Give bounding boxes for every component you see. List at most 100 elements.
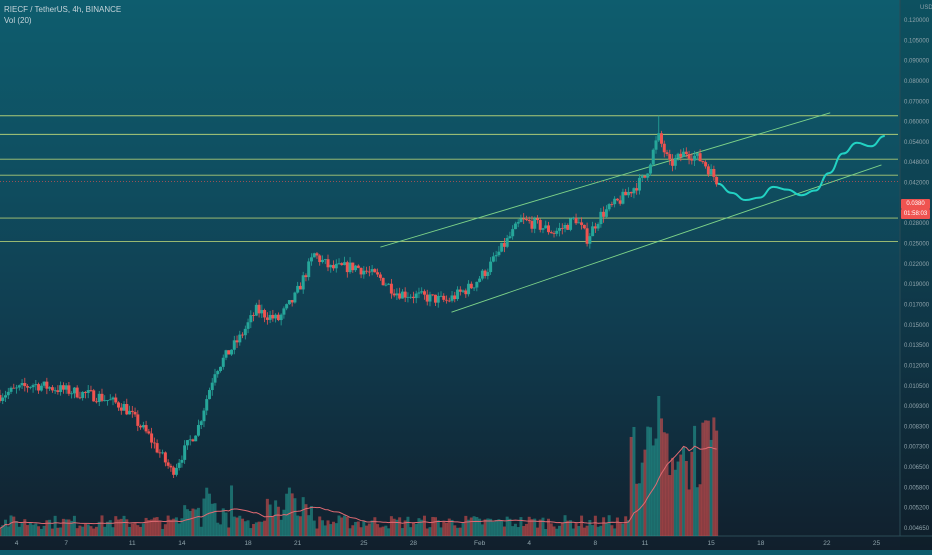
time-tick-label: 4 <box>15 540 19 547</box>
volume-bar <box>94 526 98 536</box>
volume-bar <box>56 527 60 536</box>
candle-up-body <box>450 295 454 301</box>
candle-down-body <box>698 153 702 162</box>
candle-up-body <box>301 275 305 290</box>
candle-up-body <box>216 371 220 375</box>
candle-up-body <box>274 314 278 319</box>
volume-bar <box>34 523 38 536</box>
candle-up-body <box>323 259 327 260</box>
volume-bar <box>282 509 286 536</box>
volume-bar <box>524 523 528 536</box>
candle-down-body <box>117 402 121 408</box>
candle-down-body <box>398 293 402 299</box>
volume-bar <box>320 520 324 536</box>
price-tick-label: 0.017000 <box>904 302 930 308</box>
candle-up-body <box>177 462 181 468</box>
candle-down-body <box>618 200 622 204</box>
candle-up-body <box>213 374 217 383</box>
volume-bar <box>651 445 655 536</box>
volume-bar <box>6 526 10 536</box>
candle-up-body <box>249 315 253 323</box>
volume-bar <box>128 526 132 536</box>
candle-down-body <box>144 425 148 432</box>
candle-down-body <box>367 271 371 273</box>
volume-bar <box>571 528 575 536</box>
volume-bar <box>671 457 675 536</box>
time-tick-label: Feb <box>474 540 486 547</box>
volume-bar <box>456 527 460 536</box>
volume-bar <box>230 485 234 536</box>
volume-bar <box>122 515 126 536</box>
candle-up-body <box>646 173 650 178</box>
candle-down-body <box>560 228 564 229</box>
candle-up-body <box>279 314 283 321</box>
volume-bar <box>235 517 239 536</box>
volume-bar <box>111 527 115 536</box>
candle-up-body <box>682 151 686 157</box>
candle-up-body <box>293 292 297 303</box>
candle-up-body <box>406 297 410 298</box>
candle-up-body <box>541 228 545 230</box>
candle-up-body <box>219 366 223 372</box>
candle-up-body <box>20 383 24 386</box>
volume-bar <box>624 516 628 536</box>
volume-bar <box>139 526 143 536</box>
volume-bar <box>450 519 454 536</box>
volume-bar <box>558 525 562 536</box>
volume-bar <box>618 523 622 536</box>
candle-down-body <box>119 407 123 411</box>
volume-bar <box>648 427 652 536</box>
price-tick-label: 0.070000 <box>904 99 930 105</box>
volume-bar <box>475 517 479 536</box>
forecast-path <box>717 135 885 202</box>
volume-bar <box>392 518 396 536</box>
volume-bar <box>105 521 109 536</box>
volume-bar <box>213 503 217 536</box>
volume-bar <box>604 523 608 536</box>
volume-bar <box>155 517 159 536</box>
candle-up-body <box>17 385 21 388</box>
time-tick-label: 18 <box>757 540 765 547</box>
volume-bar <box>125 519 129 536</box>
candle-down-body <box>45 381 49 389</box>
candle-down-body <box>23 383 27 387</box>
candle-up-body <box>569 218 573 230</box>
candle-down-body <box>155 443 159 453</box>
candle-down-body <box>56 390 60 392</box>
volume-bar <box>367 523 371 536</box>
volume-bar <box>340 517 344 536</box>
volume-bar <box>635 483 639 536</box>
candle-down-body <box>139 425 143 428</box>
volume-bar <box>439 527 443 536</box>
volume-bar <box>400 528 404 536</box>
volume-bar <box>279 519 283 536</box>
price-tick-label: 0.048000 <box>904 160 930 166</box>
candle-down-body <box>530 221 534 229</box>
candle-down-body <box>431 294 435 296</box>
candle-down-body <box>26 386 30 388</box>
candle-up-body <box>194 435 198 442</box>
candle-up-body <box>516 222 520 224</box>
time-tick-label: 25 <box>873 540 881 547</box>
volume-bar <box>249 528 253 536</box>
volume-bar <box>260 521 264 536</box>
volume-bar <box>141 523 145 536</box>
candle-down-body <box>332 265 336 269</box>
candle-up-body <box>180 459 184 463</box>
time-tick-label: 15 <box>708 540 716 547</box>
candle-up-body <box>348 262 352 273</box>
candle-down-body <box>704 162 708 167</box>
volume-bar <box>100 515 104 536</box>
volume-bar <box>555 528 559 536</box>
candle-down-body <box>447 300 451 302</box>
volume-bar <box>602 517 606 536</box>
price-tick-label: 0.025000 <box>904 242 930 248</box>
volume-bar <box>227 527 231 536</box>
volume-bar <box>422 515 426 536</box>
volume-bar <box>640 462 644 536</box>
volume-bar <box>613 528 617 536</box>
candle-up-body <box>654 140 658 150</box>
candle-up-body <box>72 387 76 394</box>
